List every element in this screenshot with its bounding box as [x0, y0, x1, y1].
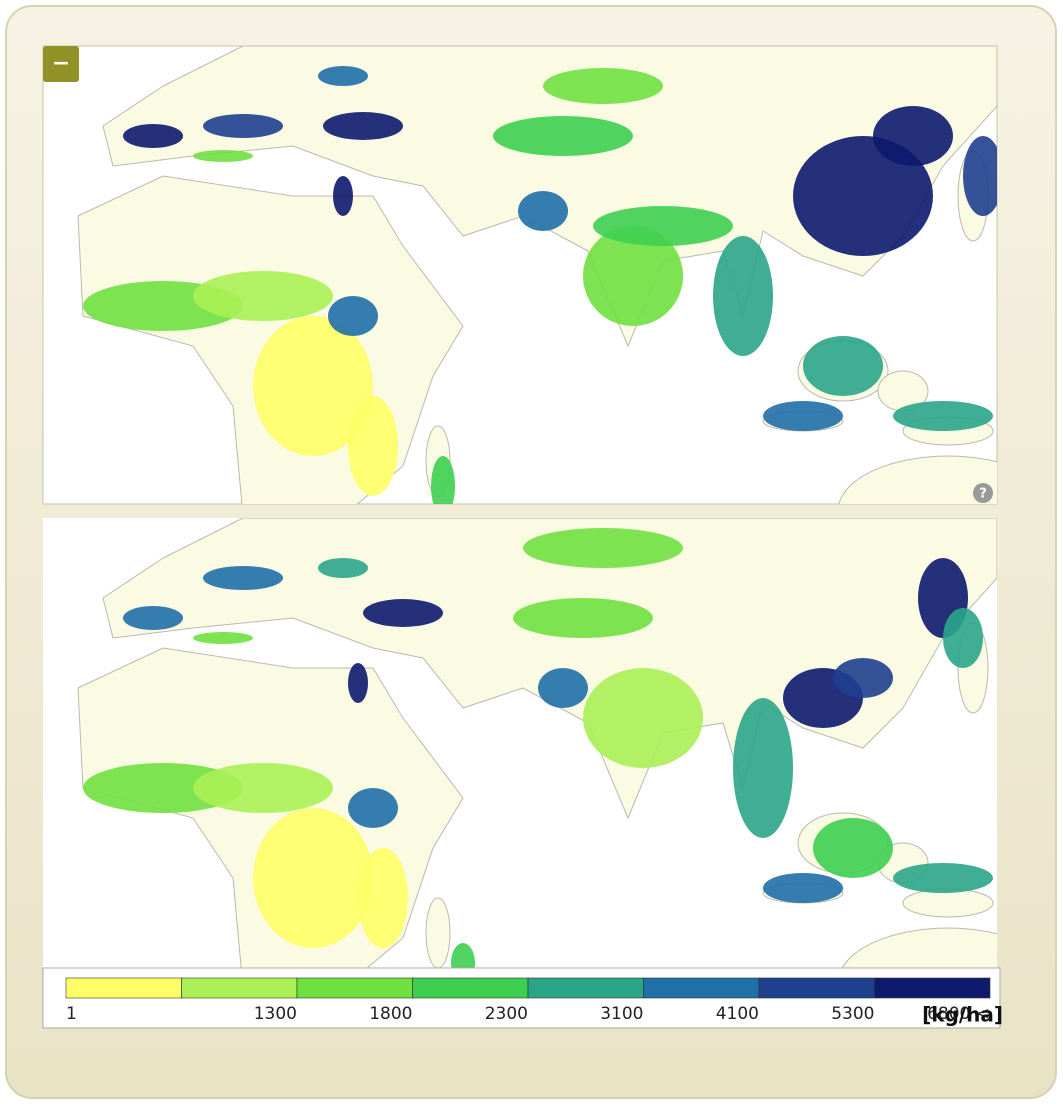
- yield-patch: [318, 558, 368, 578]
- yield-patch: [193, 632, 253, 644]
- yield-patch: [543, 68, 663, 104]
- yield-patch: [713, 236, 773, 356]
- legend-tick-label: 3100: [600, 1004, 643, 1024]
- legend-tick-label: 2300: [485, 1004, 528, 1024]
- collapse-button-label[interactable]: −: [52, 51, 70, 76]
- legend-tick-label: 1800: [369, 1004, 412, 1024]
- yield-patch: [193, 150, 253, 162]
- yield-patch: [363, 599, 443, 627]
- legend-tick-label: 1: [66, 1004, 77, 1024]
- map-top: [77, 46, 997, 504]
- yield-patch: [833, 658, 893, 698]
- yield-patch: [523, 528, 683, 568]
- yield-patch: [943, 608, 983, 668]
- yield-patch: [803, 336, 883, 396]
- yield-patch: [763, 401, 843, 431]
- yield-patch: [203, 114, 283, 138]
- yield-patch: [963, 136, 997, 216]
- yield-patch: [328, 296, 378, 336]
- legend-swatch: [296, 977, 413, 999]
- legend-swatch: [874, 977, 991, 999]
- collapse-button[interactable]: [43, 46, 79, 82]
- land-island: [838, 455, 997, 504]
- yield-patch: [123, 124, 183, 148]
- yield-patch: [593, 206, 733, 246]
- yield-patch: [583, 668, 703, 768]
- yield-patch: [873, 106, 953, 166]
- help-button-label[interactable]: ?: [979, 487, 987, 502]
- yield-patch: [193, 271, 333, 321]
- legend-tick-label: 1300: [254, 1004, 297, 1024]
- yield-patch: [893, 401, 993, 431]
- legend: 1 1300 1800 2300 3100 4100 5300 6800 <[kg/ha]: [65, 977, 1003, 1027]
- yield-patch: [348, 788, 398, 828]
- legend-swatch: [181, 977, 298, 999]
- yield-patch: [348, 663, 368, 703]
- land-eurasia: [102, 518, 997, 820]
- yield-patch: [793, 136, 933, 256]
- yield-patch: [123, 606, 183, 630]
- map-bottom: [77, 518, 997, 968]
- legend-tick-label: 6800 <: [927, 1004, 990, 1024]
- yield-patch: [318, 66, 368, 86]
- land-island: [841, 927, 997, 968]
- yield-patch: [763, 873, 843, 903]
- yield-patch: [253, 316, 373, 456]
- yield-patch: [358, 848, 408, 948]
- legend-tick-label: 5300: [831, 1004, 874, 1024]
- yield-patch: [493, 116, 633, 156]
- legend-unit: [kg/ha]: [922, 1003, 1003, 1027]
- help-button[interactable]: [973, 483, 993, 503]
- legend-swatch: [65, 977, 182, 999]
- yield-patch: [538, 668, 588, 708]
- legend-swatch: [643, 977, 760, 999]
- yield-patch: [431, 456, 455, 504]
- yield-patch: [253, 808, 373, 948]
- yield-patch: [733, 698, 793, 838]
- legend-swatch: [412, 977, 529, 999]
- yield-patch: [513, 598, 653, 638]
- yield-patch: [893, 863, 993, 893]
- legend-tick-label: 4100: [716, 1004, 759, 1024]
- yield-patch: [348, 396, 398, 496]
- land-island: [425, 897, 451, 968]
- yield-patch: [203, 566, 283, 590]
- yield-patch: [333, 176, 353, 216]
- yield-patch: [193, 763, 333, 813]
- yield-patch: [518, 191, 568, 231]
- yield-patch: [451, 943, 475, 968]
- land-island: [902, 888, 994, 918]
- legend-swatch: [758, 977, 875, 999]
- legend-swatch: [527, 977, 644, 999]
- yield-patch: [813, 818, 893, 878]
- yield-patch: [323, 112, 403, 140]
- yield-patch: [583, 226, 683, 326]
